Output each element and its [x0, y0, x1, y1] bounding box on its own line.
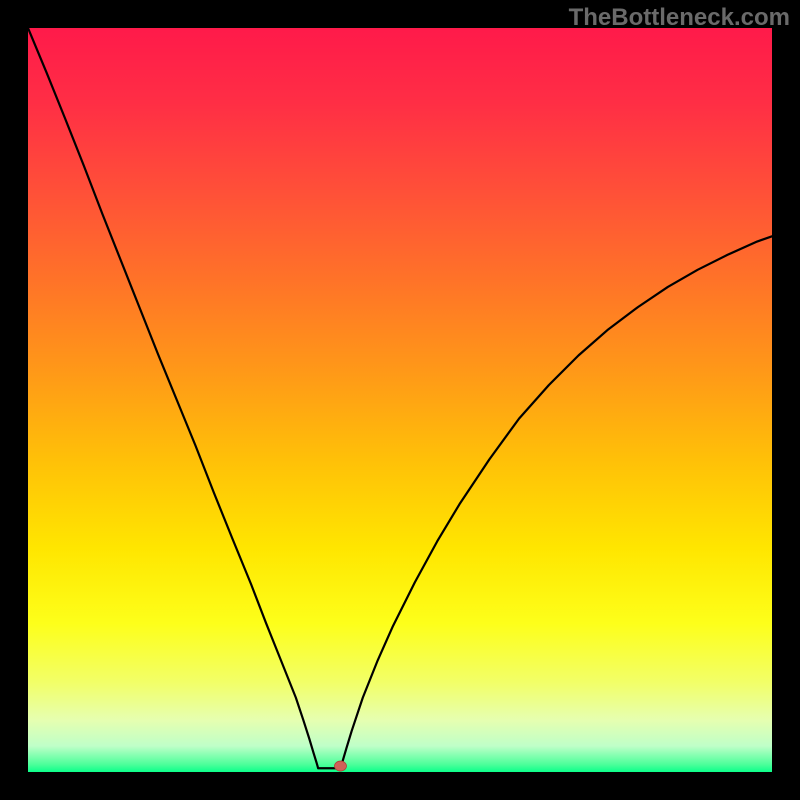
plot-area: [28, 28, 772, 772]
watermark-text: TheBottleneck.com: [569, 4, 790, 32]
curve-layer: [28, 28, 772, 772]
bottleneck-curve: [28, 28, 772, 768]
minimum-marker: [334, 761, 346, 771]
chart-container: TheBottleneck.com: [0, 0, 800, 800]
